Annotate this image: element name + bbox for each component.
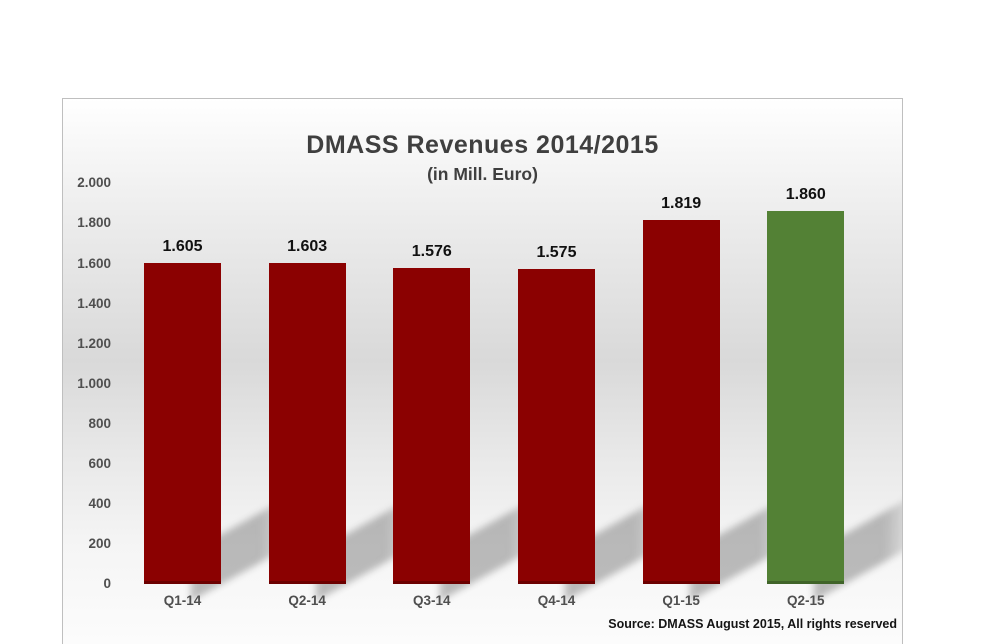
y-axis-tick-label: 1.200 — [77, 335, 111, 351]
chart-subtitle: (in Mill. Euro) — [427, 164, 538, 184]
bar — [393, 268, 471, 584]
y-axis-tick-label: 800 — [88, 415, 111, 431]
bar-value-label: 1.605 — [162, 237, 203, 255]
y-axis-tick-label: 1.800 — [77, 215, 111, 231]
y-axis-tick-label: 0 — [103, 576, 111, 591]
x-axis-category-label: Q1-14 — [163, 593, 202, 608]
y-axis-tick-label: 200 — [88, 535, 111, 551]
x-axis-category-label: Q4-14 — [537, 593, 576, 608]
y-axis-tick-label: 400 — [88, 495, 111, 511]
bar-value-label: 1.860 — [785, 186, 826, 204]
bar — [767, 211, 845, 584]
x-axis-category-label: Q2-15 — [787, 593, 825, 608]
bar — [517, 268, 595, 584]
x-axis-category-label: Q3-14 — [413, 593, 451, 608]
bar — [642, 219, 720, 584]
bar-value-label: 1.576 — [411, 243, 452, 261]
y-axis-tick-label: 1.000 — [77, 375, 111, 391]
y-axis-tick-label: 1.600 — [77, 255, 111, 271]
bar-value-label: 1.603 — [287, 237, 328, 255]
y-axis-tick-label: 600 — [88, 455, 111, 471]
y-axis-tick-label: 2.000 — [77, 175, 111, 191]
chart-title: DMASS Revenues 2014/2015 — [306, 131, 659, 159]
source-note: Source: DMASS August 2015, All rights re… — [608, 617, 897, 631]
chart-container: DMASS Revenues 2014/2015 (in Mill. Euro)… — [62, 98, 903, 644]
bar — [144, 262, 221, 584]
bar-value-label: 1.575 — [536, 243, 577, 261]
x-axis-category-label: Q1-15 — [662, 593, 700, 608]
bar — [268, 262, 346, 584]
bar-value-label: 1.819 — [661, 194, 702, 212]
y-axis-tick-label: 1.400 — [77, 295, 111, 311]
x-axis-category-label: Q2-14 — [288, 593, 326, 608]
